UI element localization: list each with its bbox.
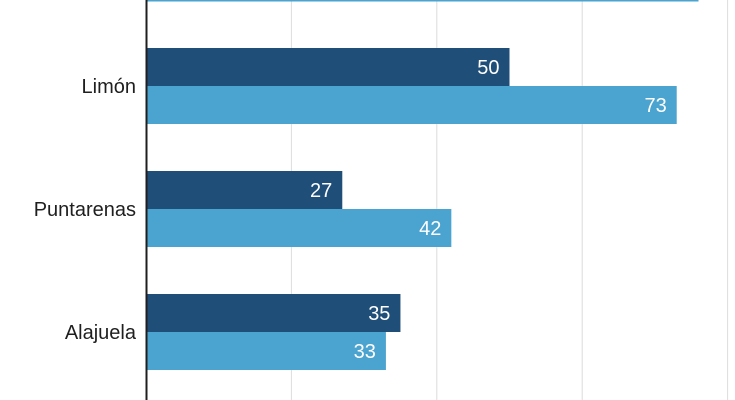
labels: 50 73 Limón 27 42 Puntarenas 35 33 Alajuela [34, 57, 667, 363]
data-label: 35 [368, 303, 390, 325]
data-label: 73 [644, 95, 666, 117]
bar-limn-series2 [146, 86, 677, 124]
bar-partial-top [146, 0, 699, 2]
category-label: Puntarenas [34, 199, 136, 221]
data-label: 27 [310, 180, 332, 202]
category-label: Limón [82, 76, 136, 98]
data-label: 33 [354, 341, 376, 363]
category-label: Alajuela [65, 322, 137, 344]
bar-limn-series1 [146, 48, 510, 86]
bars [146, 0, 699, 370]
bar-alajuela-series1 [146, 294, 401, 332]
data-label: 50 [477, 57, 499, 79]
bar-puntarenas-series2 [146, 209, 452, 247]
bar-puntarenas-series1 [146, 171, 343, 209]
data-label: 42 [419, 218, 441, 240]
bar-alajuela-series2 [146, 332, 386, 370]
